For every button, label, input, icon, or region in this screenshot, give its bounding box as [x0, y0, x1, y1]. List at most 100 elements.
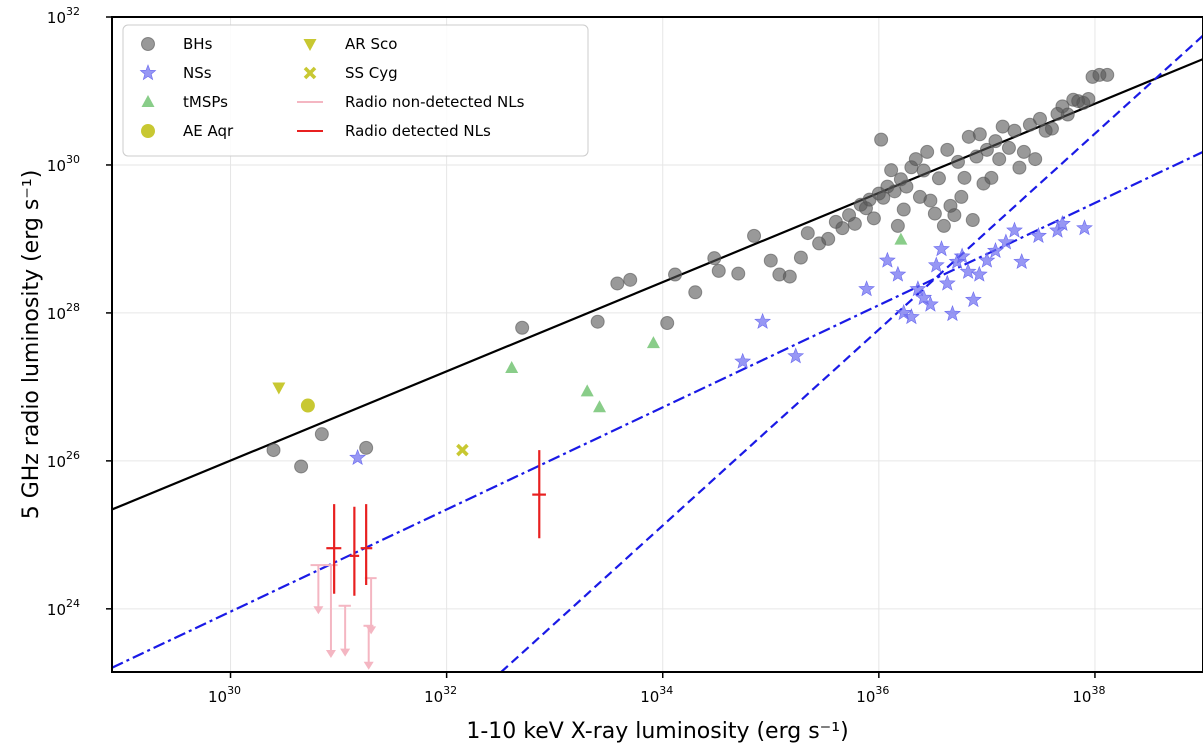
data-point — [800, 226, 815, 241]
x-tick-base: 10 — [1072, 688, 1091, 706]
x-tick-label: 1038 — [1072, 684, 1105, 706]
data-point — [763, 253, 778, 268]
fit-lines — [112, 34, 1203, 672]
errorbar-point — [360, 504, 373, 585]
upper-limit-point — [310, 564, 326, 615]
legend-marker — [303, 66, 317, 80]
x-axis-label: 1-10 keV X-ray luminosity (erg s⁻¹) — [466, 719, 848, 744]
y-tick-base: 10 — [47, 157, 66, 175]
y-tick-label: 1030 — [47, 153, 80, 175]
series-radio-non-detected-nls — [310, 564, 377, 670]
x-tick-label: 1034 — [640, 684, 673, 706]
upper-limit-arrowhead — [313, 606, 324, 615]
data-point — [707, 251, 722, 266]
data-point — [927, 206, 942, 221]
legend-label: Radio detected NLs — [345, 122, 491, 140]
upper-limit-arrowhead — [340, 648, 351, 657]
x-marker-stroke — [303, 66, 317, 80]
series-ae-aqr — [300, 398, 315, 413]
data-point — [1016, 144, 1031, 159]
x-tick-label: 1030 — [208, 684, 241, 706]
data-point — [950, 154, 965, 169]
y-axis-label: 5 GHz radio luminosity (erg s⁻¹) — [19, 170, 44, 520]
data-point — [1012, 160, 1027, 175]
data-point — [903, 308, 920, 325]
data-point — [754, 312, 772, 329]
data-point — [923, 193, 938, 208]
y-tick-exponent: 32 — [66, 5, 80, 18]
data-point — [349, 448, 367, 465]
data-point — [964, 291, 982, 308]
data-point — [899, 179, 914, 194]
x-tick-label: 1032 — [424, 684, 457, 706]
data-point — [916, 163, 931, 178]
x-tick-exponent: 36 — [875, 684, 889, 697]
x-tick-exponent: 32 — [443, 684, 457, 697]
y-tick-exponent: 24 — [66, 597, 80, 610]
legend-label: BHs — [183, 35, 213, 53]
legend-marker — [141, 95, 155, 107]
legend-marker — [141, 37, 155, 51]
x-tick-base: 10 — [856, 688, 875, 706]
data-point — [1053, 214, 1071, 231]
data-point — [623, 272, 638, 287]
data-point — [272, 382, 286, 395]
y-tick-label: 1024 — [47, 597, 80, 619]
series-ar-sco — [272, 382, 286, 395]
data-point — [943, 305, 961, 322]
data-point — [646, 336, 660, 349]
data-point — [1032, 111, 1047, 126]
fit-line-dashed — [500, 34, 1203, 672]
y-tick-base: 10 — [47, 453, 66, 471]
fit-line-solid — [112, 58, 1203, 511]
data-point — [921, 295, 939, 312]
data-point — [895, 304, 913, 321]
legend-label: AE Aqr — [183, 122, 234, 140]
errorbar-point — [532, 450, 546, 539]
data-point — [359, 440, 374, 455]
data-point — [787, 347, 805, 364]
legend-box — [122, 24, 589, 157]
data-point — [915, 288, 933, 305]
legend-marker — [303, 39, 317, 51]
data-point — [894, 232, 908, 245]
data-point — [1076, 219, 1093, 236]
legend-marker — [139, 64, 157, 81]
series-ss-cyg — [456, 443, 469, 457]
legend-label: AR Sco — [345, 35, 397, 53]
x-tick-base: 10 — [424, 688, 443, 706]
x-tick-exponent: 38 — [1091, 684, 1105, 697]
upper-limit-point — [323, 564, 338, 659]
data-point — [1006, 221, 1023, 238]
data-point — [947, 208, 962, 223]
series-bhs — [266, 67, 1115, 474]
data-point — [1028, 152, 1043, 167]
data-point — [920, 144, 935, 159]
data-point — [835, 221, 850, 236]
x-axis-ticks: 1030 1032 1034 1036 1038 — [208, 672, 1105, 706]
upper-limit-point — [338, 604, 351, 657]
x-tick-base: 10 — [640, 688, 659, 706]
legend-marker — [141, 124, 155, 138]
data-point — [954, 189, 969, 204]
x-tick-label: 1036 — [856, 684, 889, 706]
data-point — [747, 228, 762, 243]
legend-label: SS Cyg — [345, 64, 398, 82]
data-points — [266, 67, 1115, 670]
data-point — [1001, 140, 1016, 155]
x-marker-stroke — [456, 443, 469, 457]
data-point — [821, 231, 836, 246]
fit-line-dashdot — [112, 150, 1203, 669]
data-point — [734, 352, 752, 369]
data-point — [456, 443, 469, 457]
y-tick-base: 10 — [47, 9, 66, 27]
data-point — [1100, 67, 1115, 82]
data-point — [711, 263, 726, 278]
data-point — [969, 149, 984, 164]
data-point — [858, 280, 876, 297]
data-point — [965, 213, 980, 228]
data-point — [300, 398, 315, 413]
y-tick-exponent: 28 — [66, 301, 80, 314]
data-point — [1029, 227, 1047, 243]
